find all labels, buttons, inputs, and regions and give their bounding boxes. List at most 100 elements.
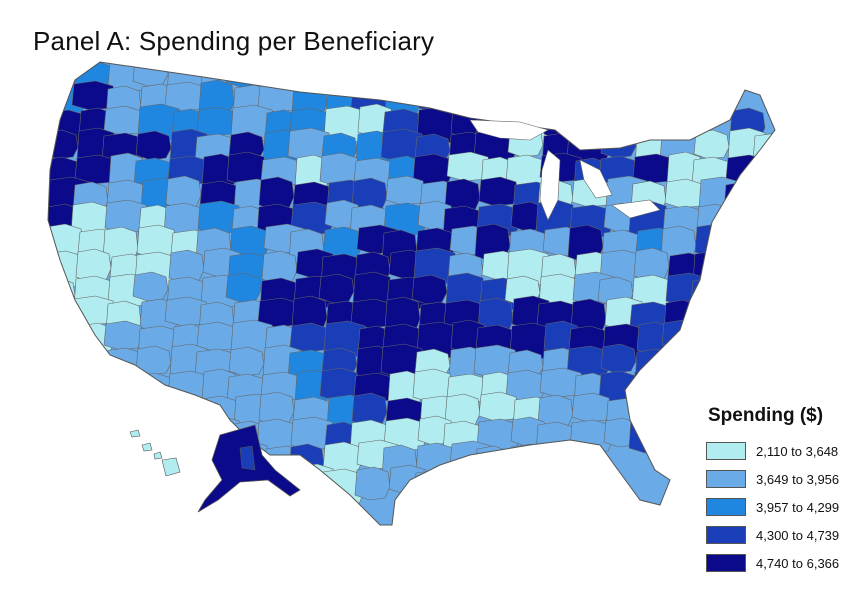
region-area xyxy=(788,225,827,258)
region-area xyxy=(295,463,336,494)
region-area xyxy=(694,223,735,258)
region-area xyxy=(75,463,112,498)
region-area xyxy=(48,445,84,480)
great-lakes xyxy=(469,119,661,221)
region-area xyxy=(790,205,825,234)
region-area xyxy=(664,178,705,209)
region-area xyxy=(77,443,122,474)
region-area xyxy=(109,468,150,499)
region-area xyxy=(695,324,740,363)
alaska xyxy=(197,424,301,513)
region-area xyxy=(572,62,617,91)
region-area xyxy=(690,277,727,308)
region-area xyxy=(663,84,700,123)
region-area xyxy=(697,297,738,332)
region-area xyxy=(258,391,295,426)
region-area xyxy=(755,199,775,234)
region-area xyxy=(106,394,147,425)
legend-item: 2,110 to 3,648 xyxy=(706,437,846,465)
region-area xyxy=(140,392,185,431)
region-area xyxy=(196,321,237,352)
region-area xyxy=(386,62,431,96)
region-area xyxy=(108,367,145,406)
region-area xyxy=(728,228,773,259)
legend-label: 2,110 to 3,648 xyxy=(756,443,839,459)
region-area xyxy=(757,179,775,210)
region-area xyxy=(697,82,738,117)
region-area xyxy=(351,392,388,427)
region-area xyxy=(602,108,647,147)
legend-swatch xyxy=(706,442,746,460)
region-area xyxy=(385,175,426,206)
region-area xyxy=(784,272,819,301)
region-area xyxy=(48,418,82,449)
region-area xyxy=(135,345,172,376)
region-area xyxy=(70,416,111,455)
region-area xyxy=(133,372,174,407)
region-area xyxy=(760,253,775,284)
region-area xyxy=(318,273,355,304)
region-area xyxy=(48,465,86,504)
legend-label: 3,649 to 3,956 xyxy=(756,471,840,487)
region-area xyxy=(538,62,579,97)
region-area xyxy=(659,346,704,381)
region-area xyxy=(225,487,262,518)
region-area xyxy=(478,391,519,422)
region-area xyxy=(48,492,76,523)
region-area xyxy=(165,175,202,210)
legend-swatch xyxy=(706,554,746,572)
region-area xyxy=(478,176,519,207)
legend-label: 4,300 to 4,739 xyxy=(756,527,840,543)
region-area xyxy=(75,248,112,283)
region-area xyxy=(411,62,448,90)
region-area xyxy=(664,393,705,424)
region-area xyxy=(168,249,205,284)
region-area xyxy=(102,441,139,480)
legend-swatch xyxy=(706,498,746,516)
region-area xyxy=(48,277,76,308)
region-area xyxy=(692,250,737,289)
region-area xyxy=(48,324,89,363)
region-area xyxy=(196,106,237,137)
region-area xyxy=(293,62,338,95)
us-outline xyxy=(47,61,776,526)
region-area xyxy=(228,346,265,377)
region-area xyxy=(729,322,766,357)
hawaii xyxy=(129,429,181,477)
region-area xyxy=(73,490,114,525)
region-area xyxy=(693,129,730,160)
region-area xyxy=(630,395,667,430)
region-area xyxy=(629,79,674,110)
region-area xyxy=(443,84,488,115)
region-area xyxy=(163,417,204,456)
region-area xyxy=(633,247,670,282)
region-area xyxy=(693,344,730,375)
region-area xyxy=(447,467,484,502)
region-area xyxy=(107,488,152,523)
region-area xyxy=(477,82,514,121)
region-area xyxy=(261,250,298,285)
region-area xyxy=(48,344,79,375)
region-area xyxy=(289,322,330,353)
region-area xyxy=(481,465,522,496)
region-area xyxy=(722,295,767,326)
region-area xyxy=(103,320,144,351)
region-area xyxy=(536,85,581,116)
region-area xyxy=(318,62,355,89)
region-area xyxy=(597,62,634,92)
region-area xyxy=(792,178,835,215)
region-area xyxy=(752,132,775,167)
region-area xyxy=(570,83,607,122)
region-area xyxy=(225,272,262,303)
legend-item: 3,957 to 4,299 xyxy=(706,493,846,521)
region-area xyxy=(787,131,822,160)
region-area xyxy=(571,392,612,423)
legend: Spending ($) 2,110 to 3,648 3,649 to 3,9… xyxy=(706,405,846,577)
region-area xyxy=(132,493,169,524)
region-area xyxy=(543,105,580,140)
region-area xyxy=(628,415,669,454)
legend-swatch xyxy=(706,470,746,488)
legend-swatch xyxy=(706,526,746,544)
region-area xyxy=(104,421,149,456)
region-area xyxy=(445,62,486,96)
